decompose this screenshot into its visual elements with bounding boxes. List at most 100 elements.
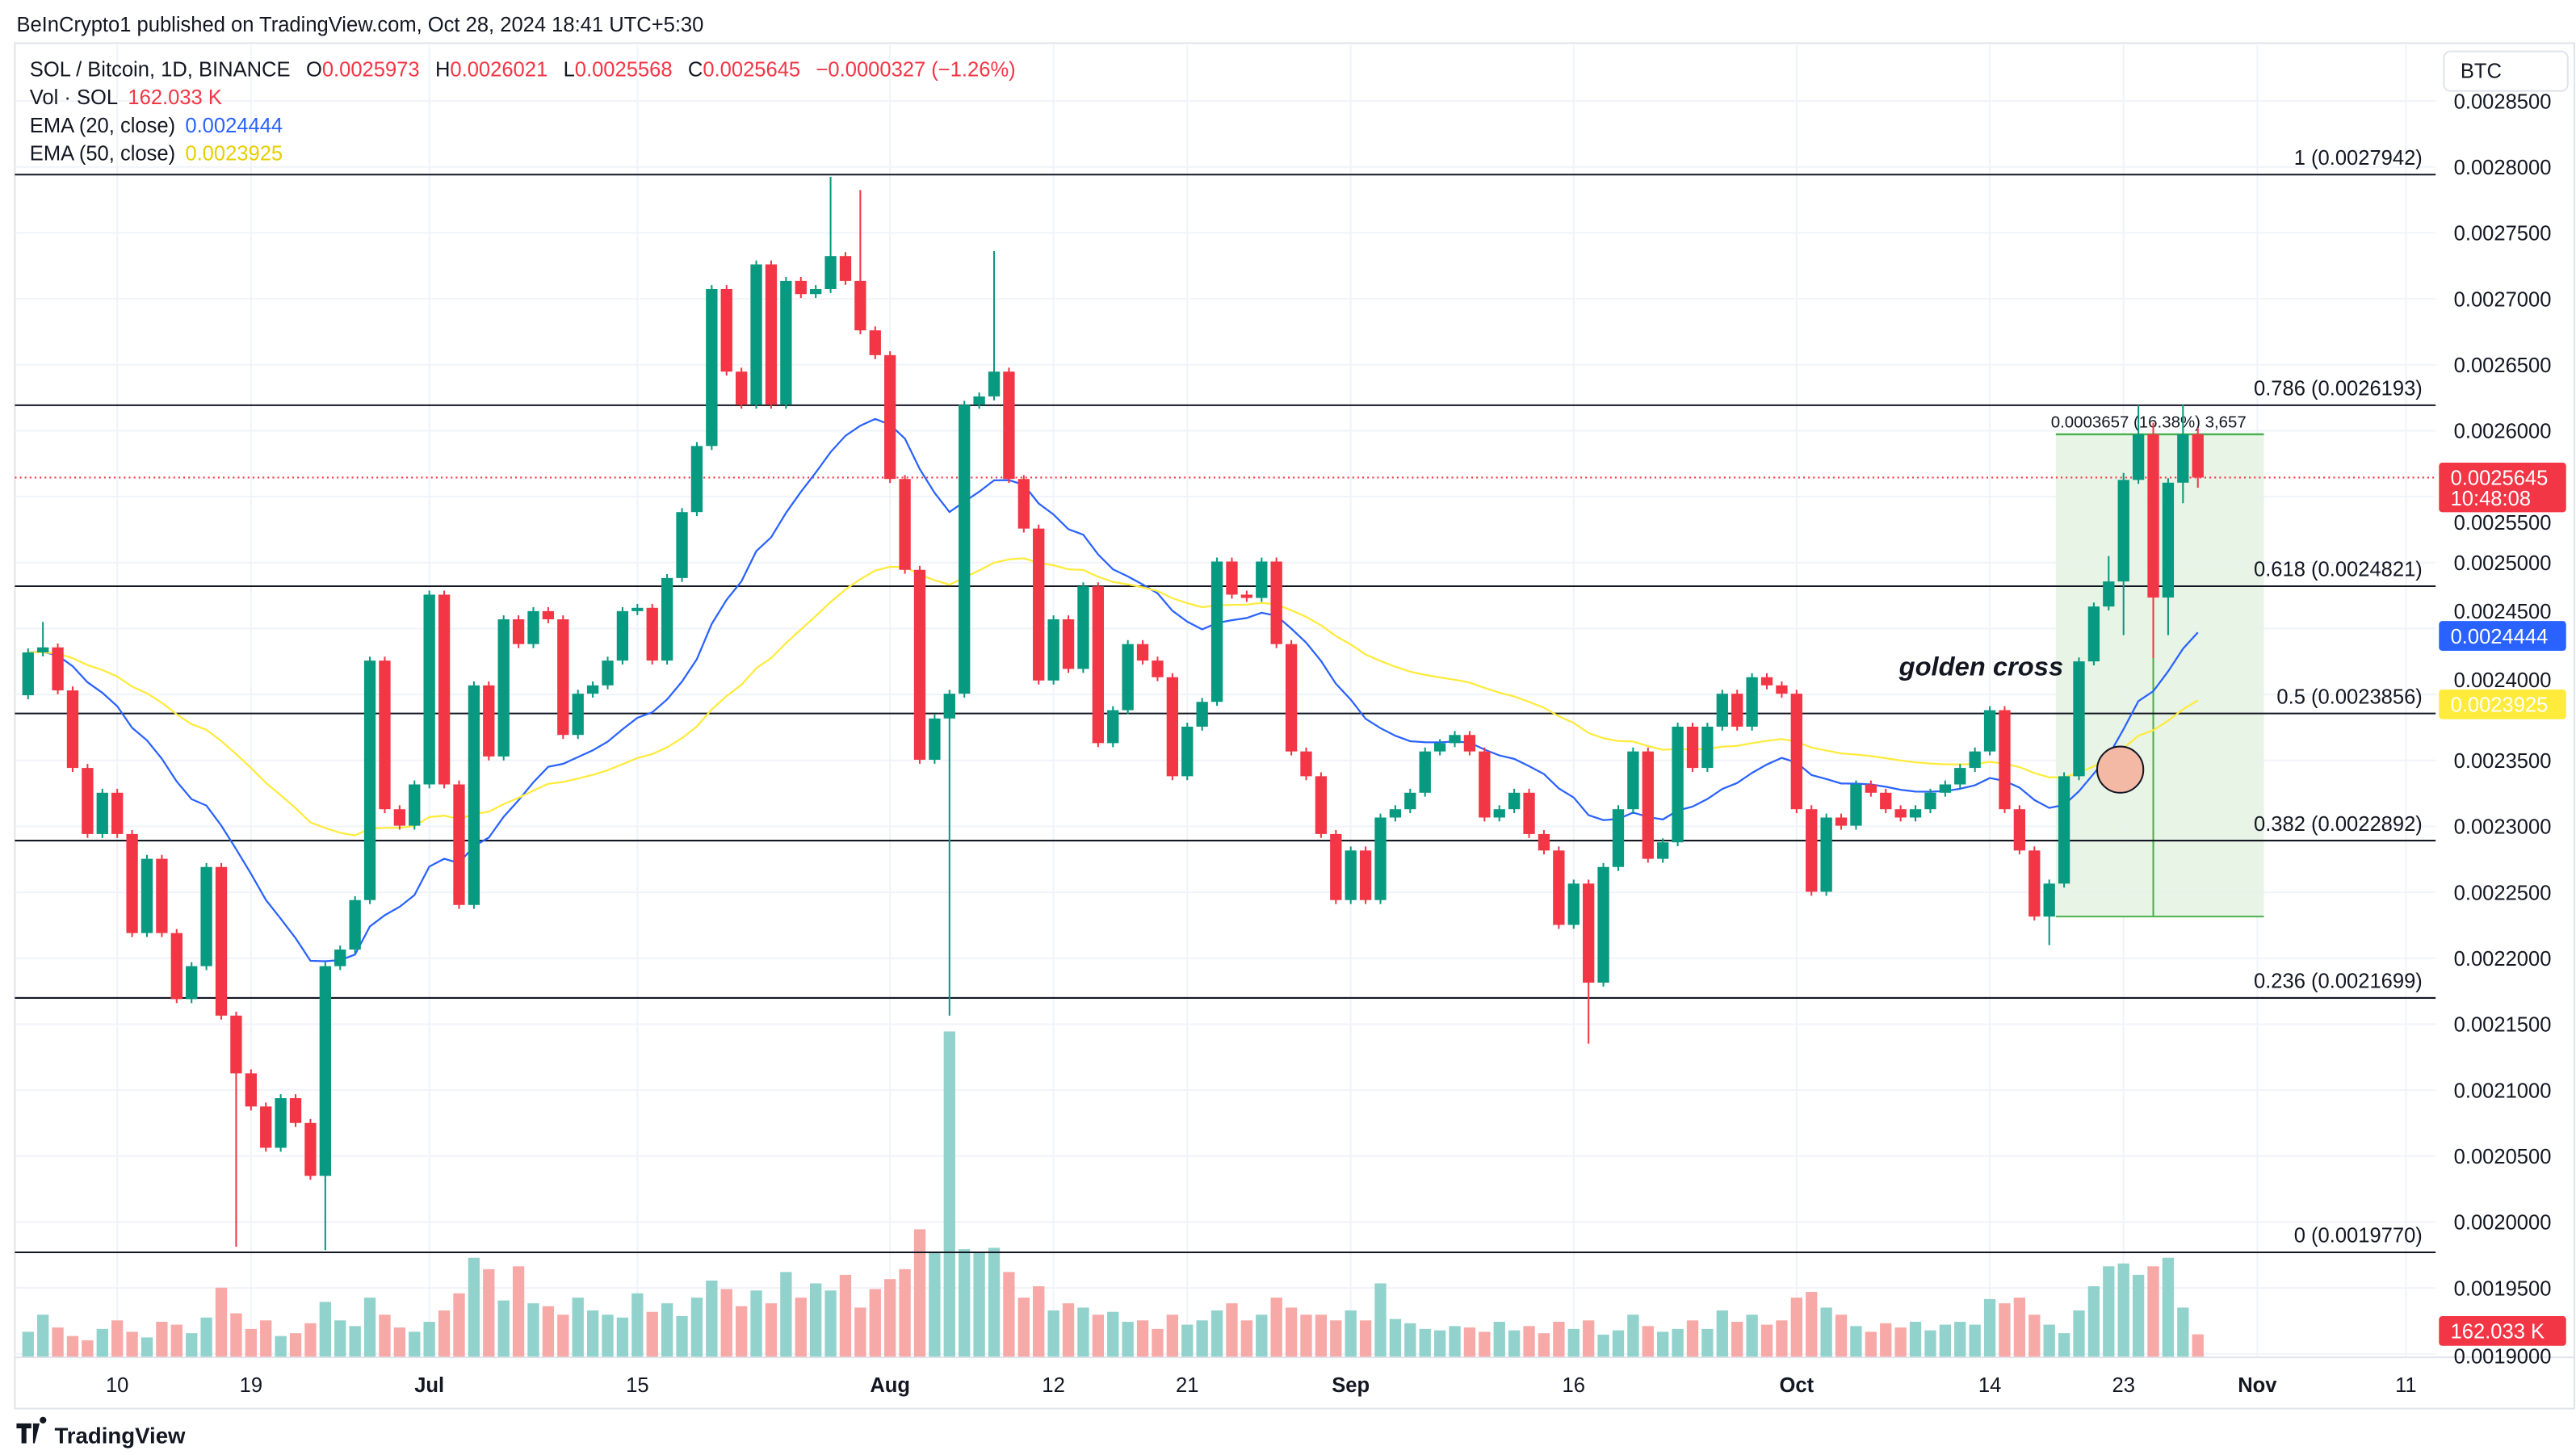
candle-body [1152,660,1164,677]
volume-bar [1240,1320,1253,1358]
legend-high-label: H [435,58,450,81]
legend-volume-label: Vol · SOL [30,86,118,109]
ema20-badge [2439,621,2566,651]
currency-button[interactable]: BTC [2443,50,2569,92]
volume-bar [1017,1298,1030,1358]
candle-body [1508,792,1521,810]
ema50-badge-text: 0.0023925 [2451,694,2549,717]
volume-bar [1315,1315,1328,1358]
candle [304,1118,317,1180]
time-tick-label: 16 [1563,1374,1585,1397]
candle [2192,428,2204,488]
volume-bar [1033,1285,1045,1358]
candle-body [2192,434,2204,478]
candle-body [884,354,896,480]
volume-bar [1835,1315,1848,1358]
candle [66,686,79,772]
volume-bar [2177,1307,2189,1358]
candle [795,276,807,299]
candle [824,177,837,293]
price-range-measure[interactable]: 0.0003657 (16.38%) 3,657 [2051,413,2264,918]
volume-bar [1330,1320,1342,1358]
candle [1003,367,1015,484]
currency-button-frame[interactable] [2443,50,2569,92]
candle [1033,524,1045,685]
candle [720,285,732,376]
volume-bar [363,1298,376,1358]
volume-bar [438,1310,451,1358]
volume-bar [959,1249,971,1358]
candle [1701,723,1714,772]
candle-body [1820,817,1832,892]
candle [37,622,49,656]
candle [1077,582,1089,673]
svg-text:SOL / Bitcoin, 1D, BINANCE: SOL / Bitcoin, 1D, BINANCE O0.0025973 H0… [30,58,1016,81]
candle [1627,747,1639,814]
tradingview-logo[interactable]: TradingView [16,1416,186,1449]
volume-bar [141,1337,153,1358]
last-price-badge-countdown: 10:48:08 [2451,488,2531,510]
volume-bar [735,1306,748,1358]
time-tick-label: 14 [1978,1374,2001,1397]
time-axis[interactable]: 10 19 Jul 15 Aug 12 21 Sep 16 Oct 14 23 Nov 11 [106,1374,2417,1397]
candle [453,780,465,909]
candle-body [824,256,837,290]
volume-bar [1047,1310,1059,1358]
time-tick-label: 15 [626,1374,648,1397]
legend-symbol: SOL / Bitcoin, 1D, BINANCE [30,58,291,81]
candle-body [913,569,926,760]
volume-bar [2162,1257,2175,1358]
currency-button-label[interactable]: BTC [2461,60,2502,82]
candle [438,590,451,789]
candle [1731,690,1743,731]
candle [1969,747,1981,772]
price-tick-label: 0.0027000 [2454,288,2552,311]
volume-bar [1152,1328,1164,1358]
candle-body [2058,776,2070,884]
volume-bar [1746,1315,1758,1358]
legend-ema50: 0.0023925 [185,143,283,166]
volume-bar [884,1279,896,1358]
volume-bar [1508,1330,1521,1358]
candle-body [260,1106,272,1148]
candle-body [854,280,866,331]
volume-bar [1820,1307,1832,1358]
volume-bar [409,1331,421,1358]
candle [1433,739,1446,756]
volume-bar [1999,1303,2011,1358]
volume-bar [275,1335,287,1358]
candle-body [1433,743,1446,752]
fib-label-0.5: 0.5 (0.0023856) [2276,686,2422,708]
candle [1181,723,1194,781]
candle [1642,747,1654,863]
candle-body [690,446,703,513]
volume-bar [1003,1272,1015,1358]
fibonacci-retracement[interactable]: 1 (0.0027942) 0.786 (0.0026193) 0.618 (0.0… [15,147,2436,1254]
volume-bar [483,1268,495,1358]
volume-bar [572,1298,584,1358]
candle-body [96,792,108,834]
volume-bar [2058,1333,2070,1358]
price-tick-label: 0.0025500 [2454,512,2552,535]
volume-bar [1776,1320,1788,1358]
candle-body [2117,480,2129,582]
volume-bar [616,1317,629,1358]
legend-open-label: O [306,58,322,81]
candle [973,392,985,409]
candle-body [2087,606,2100,662]
candle [2073,657,2085,781]
volume-bar [1880,1323,1892,1358]
volume-bar [1686,1320,1699,1358]
candle-body [750,264,762,405]
candle-body [646,607,658,661]
volume-bar [2132,1274,2145,1358]
candle-body [1731,694,1743,727]
price-tick-label: 0.0020500 [2454,1146,2552,1168]
candle-body [557,619,569,736]
volume-bar [1181,1324,1194,1358]
candle [913,565,926,764]
chart-frame [14,42,2575,1410]
price-axis[interactable]: 0.0028500 0.0028000 0.0027500 0.0027000 0.00… [2454,90,2552,1368]
candle [1924,788,1936,814]
